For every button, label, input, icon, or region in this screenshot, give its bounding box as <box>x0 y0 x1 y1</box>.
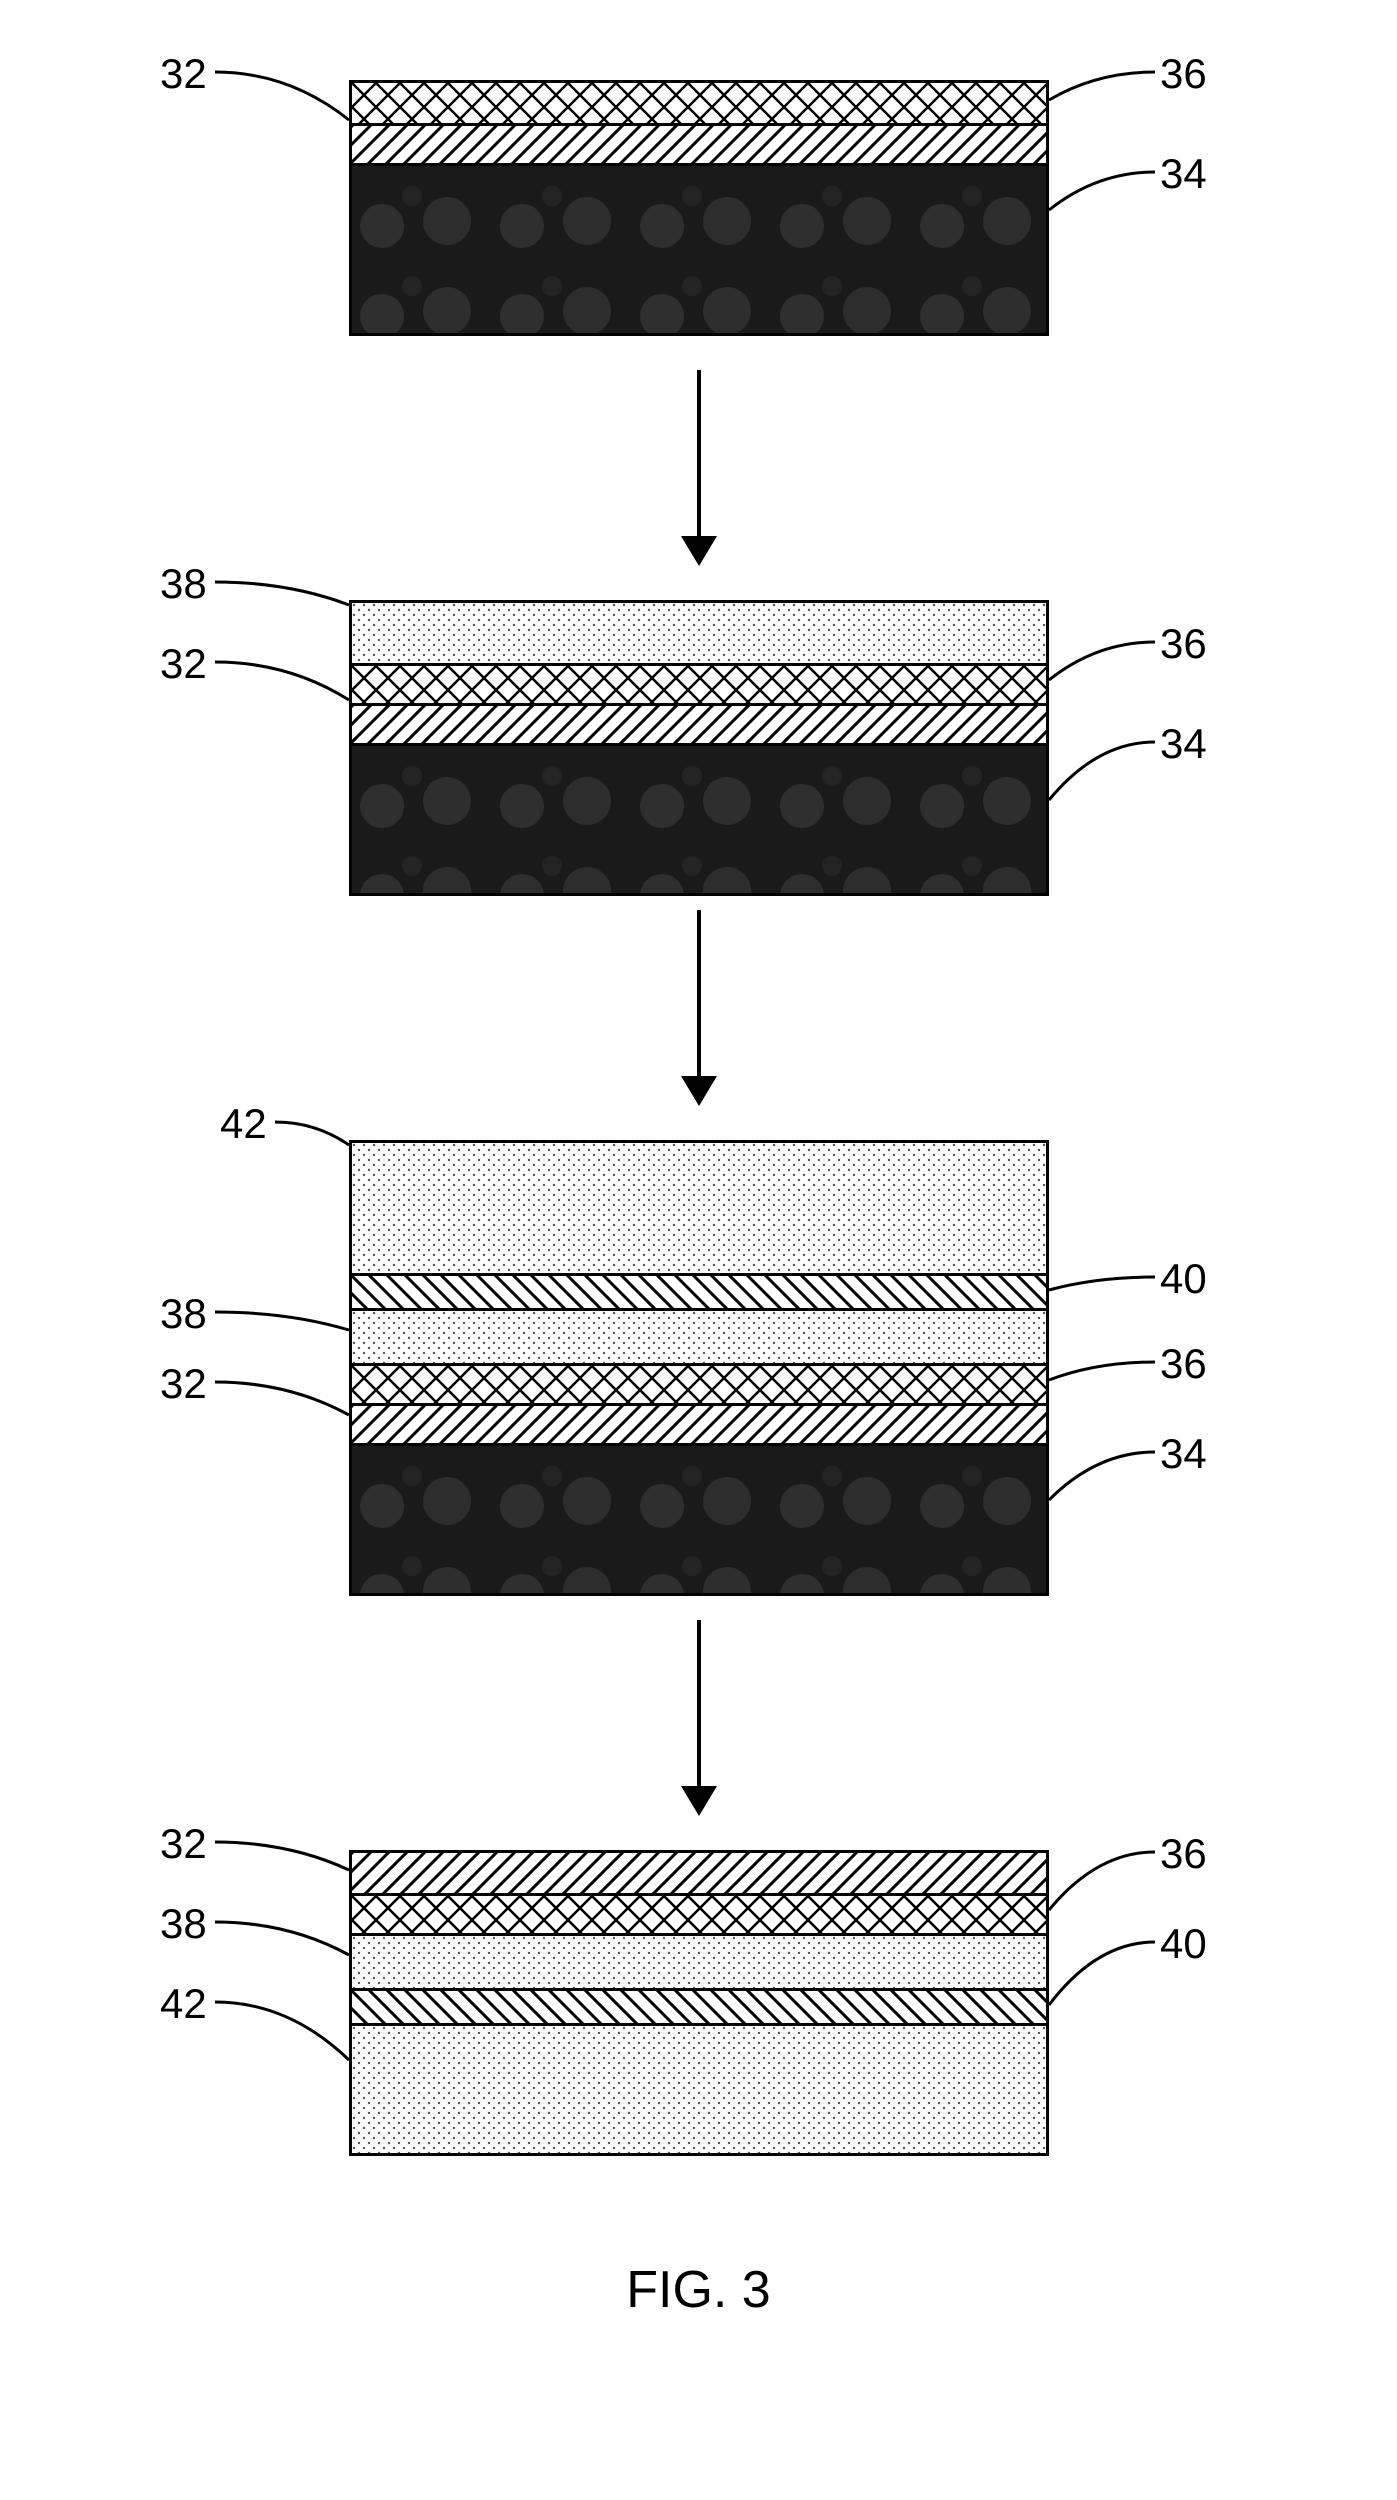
layer-stack-stage-3 <box>349 1140 1049 1596</box>
ref-label-40: 40 <box>1160 1255 1207 1303</box>
layer-40 <box>352 1273 1046 1308</box>
ref-label-38: 38 <box>160 1900 207 1948</box>
figure-caption: FIG. 3 <box>626 2260 770 2320</box>
layer-38 <box>352 1933 1046 1988</box>
layer-42 <box>352 2023 1046 2153</box>
leader-line <box>1039 732 1165 810</box>
leader-line <box>1039 162 1165 220</box>
ref-label-38: 38 <box>160 1290 207 1338</box>
leader-line <box>1039 1267 1165 1300</box>
ref-label-42: 42 <box>220 1100 267 1148</box>
ref-label-32: 32 <box>160 1360 207 1408</box>
leader-line <box>1039 632 1165 690</box>
leader-line <box>1039 1442 1165 1510</box>
leader-line <box>205 1912 359 1965</box>
layer-32 <box>352 703 1046 743</box>
ref-label-32: 32 <box>160 1820 207 1868</box>
layer-34 <box>352 163 1046 333</box>
leader-line <box>265 1112 359 1155</box>
flow-arrow-1 <box>669 370 729 570</box>
layer-stack-stage-1 <box>349 80 1049 336</box>
leader-line <box>1039 1932 1165 2015</box>
layer-32 <box>352 1853 1046 1893</box>
layer-42 <box>352 1143 1046 1273</box>
leader-line <box>1039 1352 1165 1390</box>
leader-line <box>205 62 359 130</box>
flow-arrow-3 <box>669 1620 729 1820</box>
layer-34 <box>352 743 1046 893</box>
ref-label-42: 42 <box>160 1980 207 2028</box>
ref-label-36: 36 <box>1160 620 1207 668</box>
layer-36 <box>352 663 1046 703</box>
layer-36 <box>352 1363 1046 1403</box>
ref-label-36: 36 <box>1160 1340 1207 1388</box>
ref-label-36: 36 <box>1160 1830 1207 1878</box>
layer-32 <box>352 123 1046 163</box>
ref-label-36: 36 <box>1160 50 1207 98</box>
layer-stack-stage-2 <box>349 600 1049 896</box>
layer-32 <box>352 1403 1046 1443</box>
leader-line <box>205 572 359 615</box>
ref-label-34: 34 <box>1160 1430 1207 1478</box>
ref-label-34: 34 <box>1160 720 1207 768</box>
ref-label-40: 40 <box>1160 1920 1207 1968</box>
layer-stack-stage-4 <box>349 1850 1049 2156</box>
ref-label-32: 32 <box>160 50 207 98</box>
ref-label-34: 34 <box>1160 150 1207 198</box>
layer-34 <box>352 1443 1046 1593</box>
leader-line <box>1039 62 1165 110</box>
leader-line <box>205 652 359 710</box>
layer-36 <box>352 1893 1046 1933</box>
layer-36 <box>352 83 1046 123</box>
leader-line <box>205 1832 359 1880</box>
ref-label-38: 38 <box>160 560 207 608</box>
figure-container: 32 36 34 38 32 36 34 42 38 32 40 36 34 32 38 42 36 40 FIG.… <box>0 0 1397 2500</box>
layer-40 <box>352 1988 1046 2023</box>
leader-line <box>205 1372 359 1425</box>
ref-label-32: 32 <box>160 640 207 688</box>
flow-arrow-2 <box>669 910 729 1110</box>
leader-line <box>205 1992 359 2070</box>
leader-line <box>205 1302 359 1340</box>
layer-38 <box>352 1308 1046 1363</box>
leader-line <box>1039 1842 1165 1920</box>
layer-38 <box>352 603 1046 663</box>
